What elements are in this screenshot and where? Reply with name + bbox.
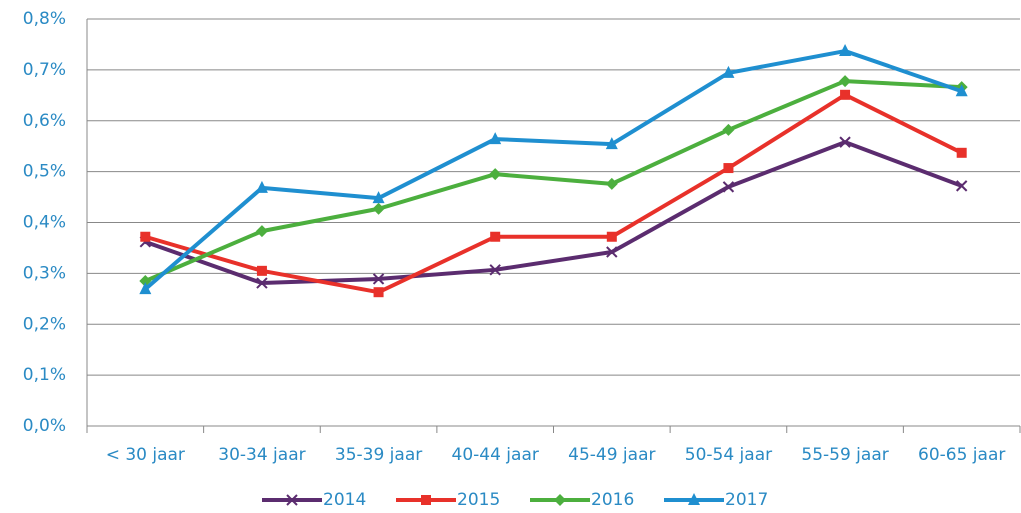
line	[144, 140, 963, 286]
y-tick-label: 0,8%	[23, 9, 66, 29]
y-tick-label: 0,7%	[23, 60, 66, 80]
marker	[489, 132, 502, 145]
legend-label: 2016	[591, 490, 634, 510]
marker	[372, 273, 385, 285]
marker	[955, 84, 968, 97]
x-tick-label: 45-49 jaar	[568, 445, 655, 465]
legend-marker	[421, 495, 431, 505]
line	[144, 79, 962, 283]
marker	[139, 282, 152, 295]
line	[144, 49, 963, 291]
legend-label: 2014	[323, 490, 366, 510]
x-tick-label: 35-39 jaar	[335, 445, 422, 465]
y-tick-label: 0,6%	[23, 111, 66, 131]
marker	[839, 44, 852, 57]
y-tick-label: 0,2%	[23, 314, 66, 334]
marker	[722, 123, 735, 136]
marker	[955, 180, 968, 192]
marker	[372, 202, 385, 215]
marker	[256, 265, 267, 276]
marker	[255, 180, 268, 193]
y-tick-label: 0,1%	[23, 365, 66, 385]
marker	[606, 231, 617, 242]
x-tick-label: 40-44 jaar	[452, 445, 539, 465]
marker	[256, 277, 268, 289]
marker	[839, 75, 852, 88]
y-tick-label: 0,4%	[23, 213, 66, 233]
y-tick-label: 0,3%	[23, 263, 66, 283]
marker	[839, 136, 851, 148]
marker	[489, 264, 501, 276]
x-tick-label: 55-59 jaar	[801, 445, 888, 465]
marker	[140, 231, 151, 242]
marker	[489, 168, 502, 181]
marker	[956, 147, 967, 158]
marker	[723, 163, 734, 174]
marker	[605, 177, 618, 190]
x-tick-label: 30-34 jaar	[218, 445, 305, 465]
marker	[840, 89, 851, 100]
marker	[606, 246, 618, 258]
legend-label: 2017	[725, 490, 768, 510]
marker	[372, 191, 385, 204]
marker	[722, 65, 735, 78]
marker	[373, 287, 384, 298]
legend-label: 2015	[457, 490, 500, 510]
line	[144, 92, 963, 295]
y-tick-label: 0,5%	[23, 162, 66, 182]
legend-marker	[688, 493, 700, 505]
marker	[255, 225, 268, 238]
x-tick-label: < 30 jaar	[106, 445, 185, 465]
marker	[490, 231, 501, 242]
y-tick-label: 0,0%	[23, 416, 66, 436]
legend-marker	[554, 494, 566, 506]
x-tick-label: 60-65 jaar	[918, 445, 1005, 465]
legend-marker	[286, 494, 298, 506]
x-tick-label: 50-54 jaar	[685, 445, 772, 465]
marker	[722, 181, 735, 193]
marker	[605, 137, 618, 150]
